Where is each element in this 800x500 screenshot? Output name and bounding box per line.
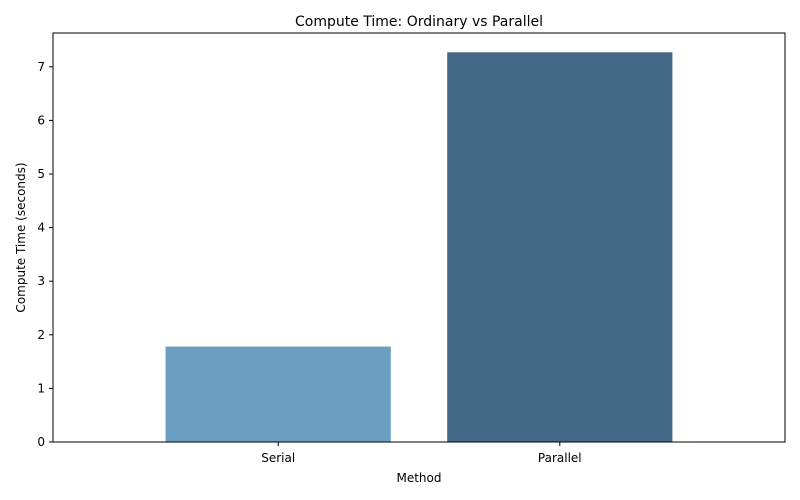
x-tick-label: Serial — [261, 451, 295, 465]
plot-area: Serial Parallel 0 1 2 3 4 5 6 7 — [37, 52, 673, 465]
bar-serial — [165, 346, 391, 442]
y-tick-label: 7 — [37, 60, 45, 74]
x-axis-label: Method — [396, 471, 441, 485]
y-tick-label: 2 — [37, 328, 45, 342]
y-tick-label: 6 — [37, 113, 45, 127]
y-tick-label: 3 — [37, 274, 45, 288]
y-tick-label: 5 — [37, 167, 45, 181]
y-tick-label: 0 — [37, 435, 45, 449]
bar-parallel — [447, 52, 673, 443]
plot-frame — [52, 32, 786, 443]
x-tick-label: Parallel — [538, 451, 582, 465]
y-tick-label: 4 — [37, 221, 45, 235]
y-axis-label: Compute Time (seconds) — [14, 162, 28, 312]
chart-title: Compute Time: Ordinary vs Parallel — [295, 14, 543, 30]
y-tick-label: 1 — [37, 381, 45, 395]
